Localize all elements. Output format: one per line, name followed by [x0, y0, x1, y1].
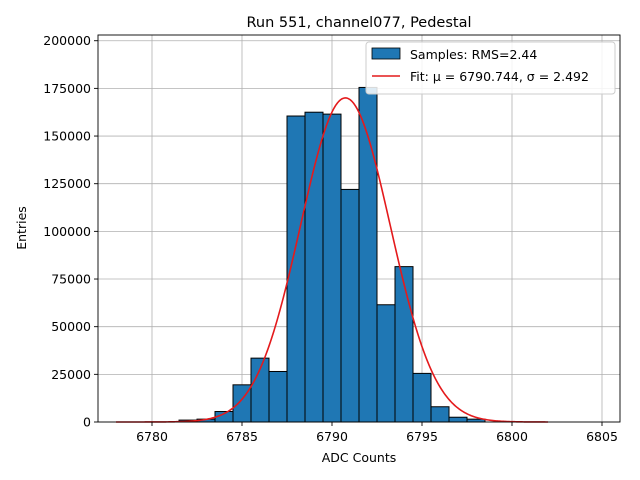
x-axis-label: ADC Counts — [322, 450, 397, 465]
x-tick-label: 6800 — [496, 429, 528, 444]
histogram-bar — [322, 113, 342, 423]
axes-frame — [97, 34, 621, 423]
x-axis-ticks: 6780 6785 6790 6795 6800 6805 — [136, 422, 618, 444]
y-tick-label: 75000 — [51, 272, 91, 287]
histogram-bar — [448, 416, 468, 423]
y-tick-label: 25000 — [51, 367, 91, 382]
y-tick-label: 100000 — [43, 224, 91, 239]
y-tick-label: 50000 — [51, 319, 91, 334]
y-tick-label: 150000 — [43, 129, 91, 144]
fit-curve-layer — [116, 97, 548, 423]
legend-label-samples: Samples: RMS=2.44 — [410, 47, 537, 62]
y-tick-label: 175000 — [43, 81, 91, 96]
y-tick-label: 0 — [83, 415, 91, 430]
y-tick-label: 125000 — [43, 176, 91, 191]
y-tick-label: 200000 — [43, 33, 91, 48]
fit-curve — [116, 97, 548, 423]
histogram-bar — [268, 370, 288, 423]
legend-box — [365, 41, 616, 95]
y-axis-ticks: 0 25000 50000 75000 100000 125000 150000 175000… — [43, 33, 98, 430]
x-tick-label: 6790 — [316, 429, 348, 444]
x-tick-label: 6805 — [586, 429, 618, 444]
legend-label-fit: Fit: μ = 6790.744, σ = 2.492 — [410, 69, 589, 84]
histogram-bar — [376, 304, 396, 423]
x-tick-label: 6785 — [226, 429, 258, 444]
histogram-bar — [412, 372, 432, 423]
chart-title: Run 551, channel077, Pedestal — [246, 15, 471, 31]
histogram-bar — [394, 266, 414, 423]
x-tick-label: 6795 — [406, 429, 438, 444]
histogram-bar — [340, 188, 360, 423]
histogram-bar — [304, 111, 324, 423]
legend-swatch-samples — [371, 47, 401, 60]
y-axis-label: Entries — [14, 206, 29, 250]
x-tick-label: 6780 — [136, 429, 168, 444]
histogram-bar — [430, 406, 450, 423]
legend: Samples: RMS=2.44 Fit: μ = 6790.744, σ =… — [365, 41, 616, 95]
